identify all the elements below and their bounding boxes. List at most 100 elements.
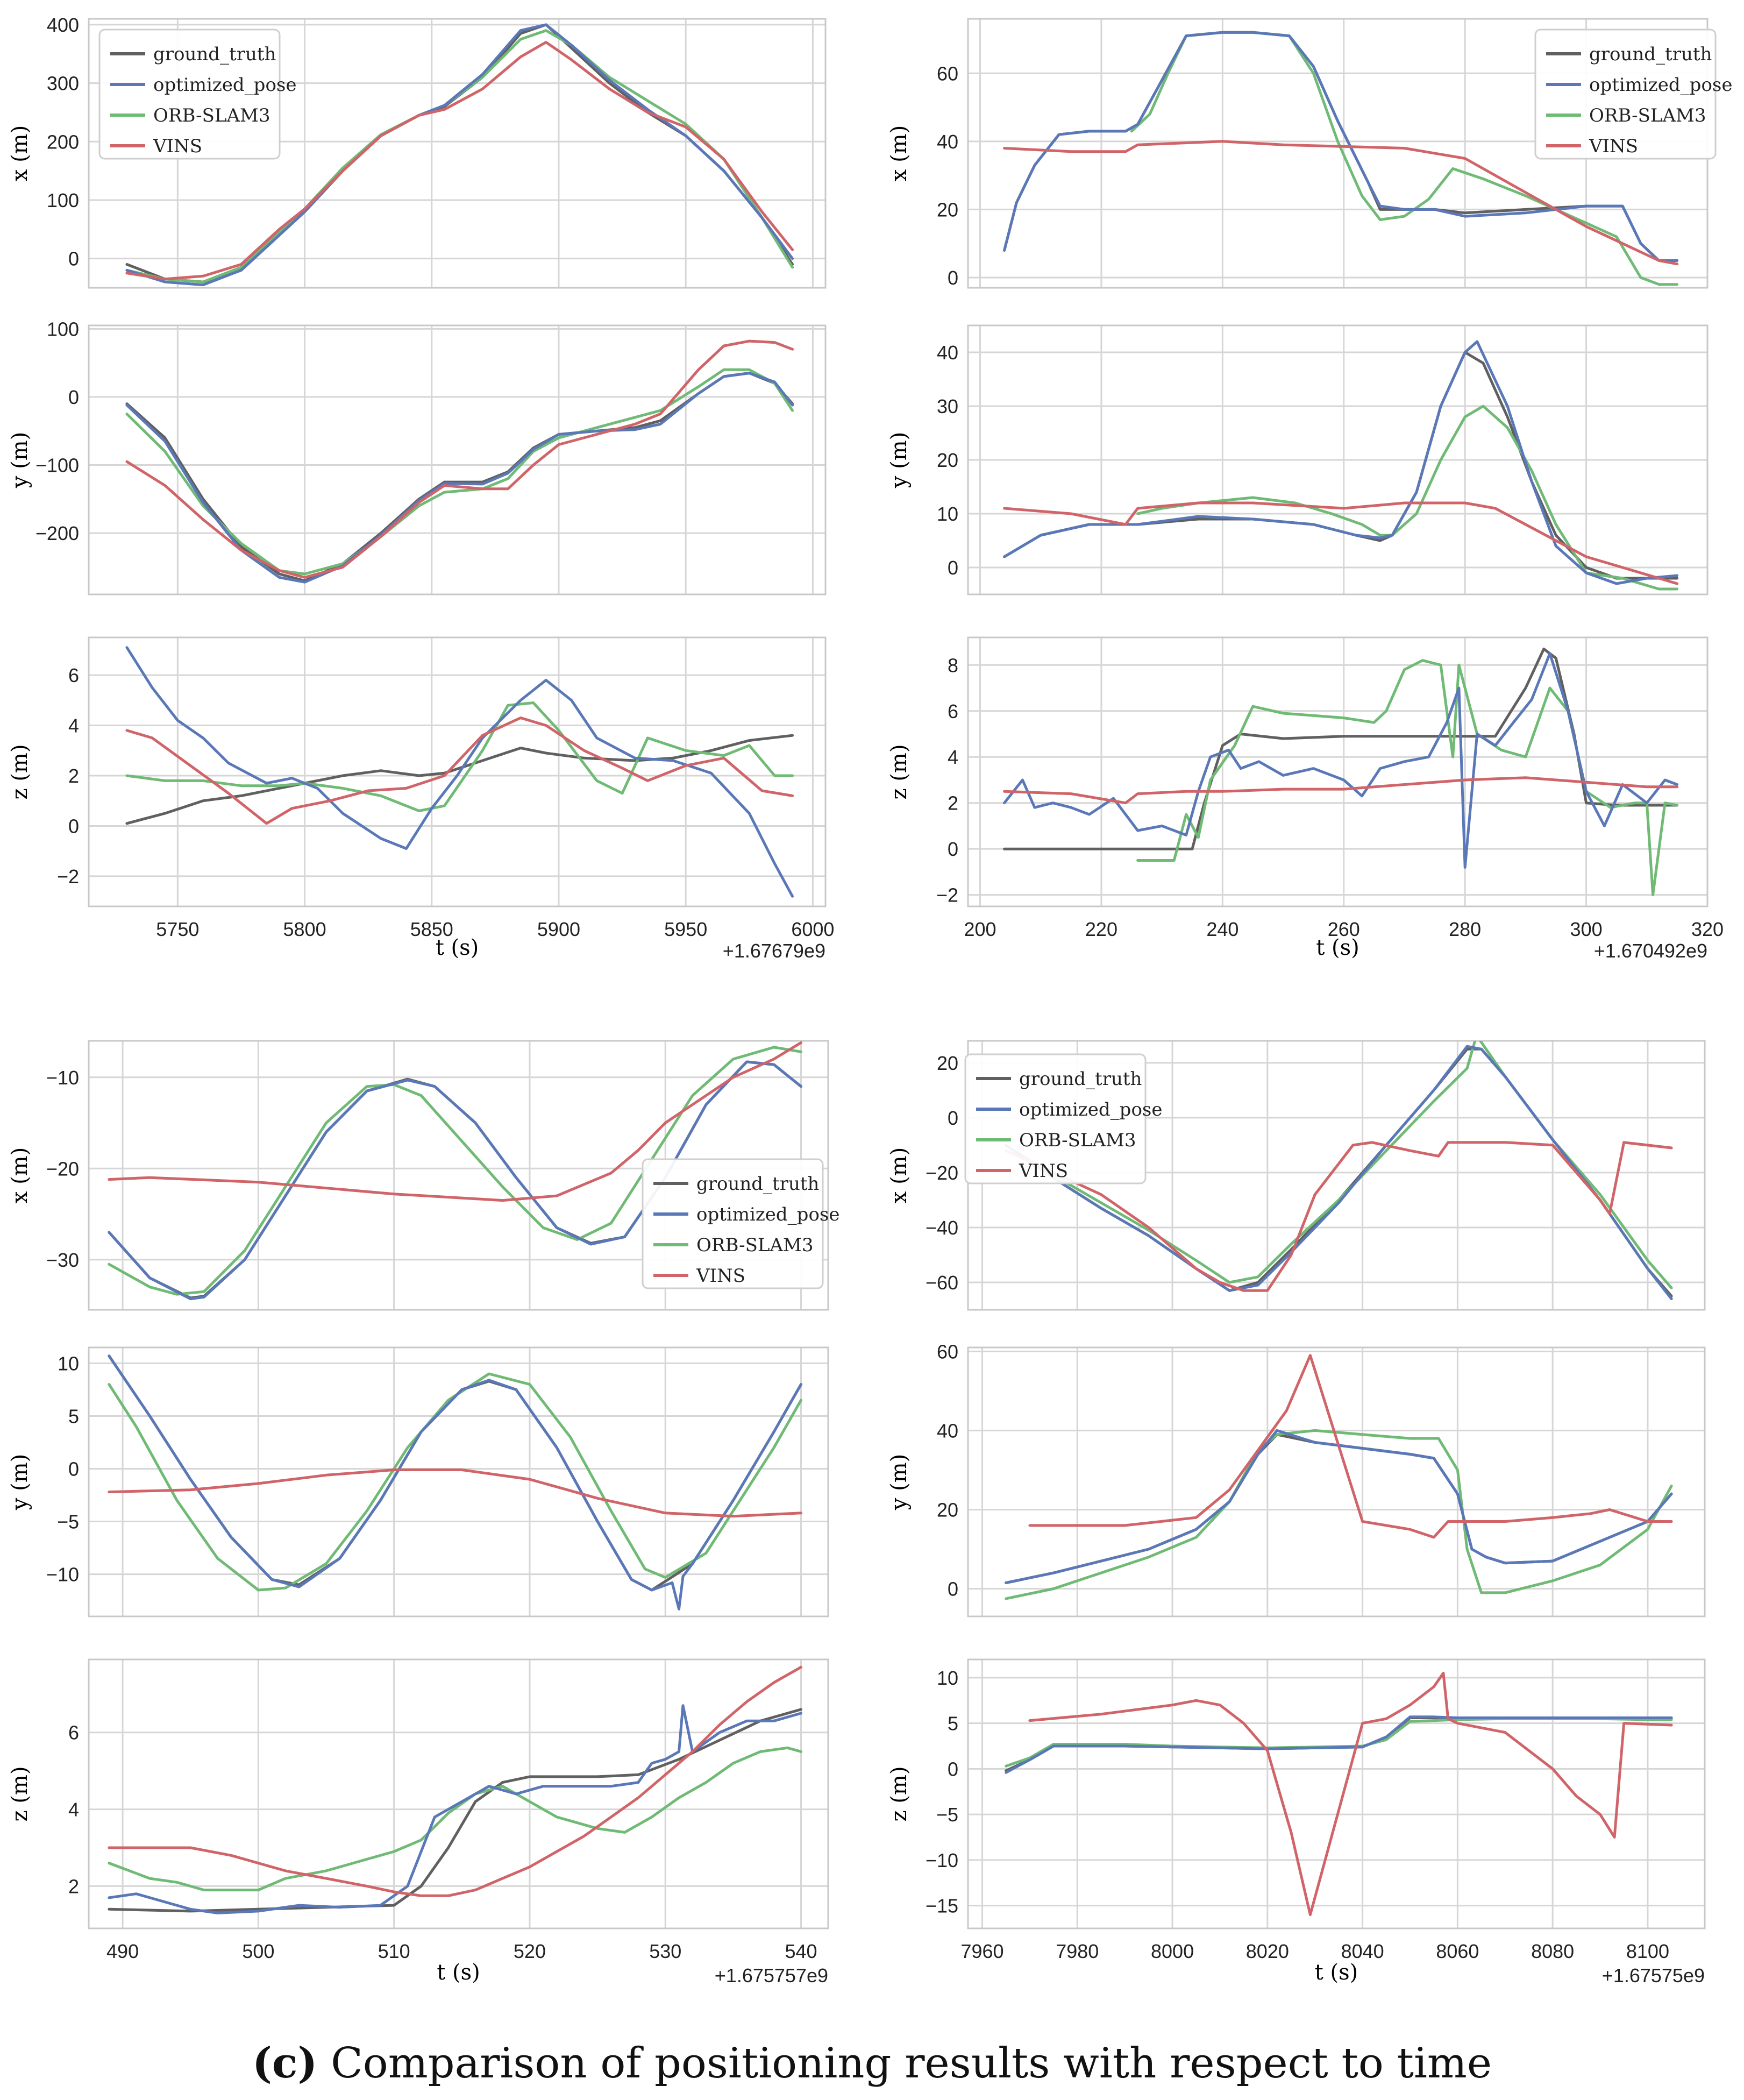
x-tick-label: 8080: [1531, 1940, 1574, 1962]
series-line-orb-slam3: [1005, 1429, 1673, 1600]
chart-A-panel-1: 0 100 200 300 400 x (m): [8, 14, 827, 289]
y-tick-label: 2: [68, 765, 79, 787]
series-group: [108, 1665, 802, 1914]
series-line-optimized_pose: [108, 1354, 802, 1611]
series-line-ground_truth: [125, 372, 794, 583]
y-tick-label: 0: [68, 248, 79, 270]
y-tick-label: 4: [68, 715, 79, 737]
series-line-ground_truth: [125, 734, 794, 825]
chart-D-panel-3: −15 −10 −5 0 5 10 z (m) 7960 7980 8000 8020 8040 806…: [887, 1658, 1706, 1987]
legend-frame: [1534, 29, 1717, 160]
y-tick-label: 0: [68, 815, 79, 837]
chart-B-panel-2: 0 10 20 30 40 y (m): [887, 324, 1709, 595]
legend-entry: ORB-SLAM3: [696, 1235, 813, 1256]
series-group: [1003, 31, 1679, 286]
y-tick-label: −100: [35, 454, 79, 476]
legend-entry: VINS: [1019, 1160, 1068, 1182]
y-tick-label: −40: [926, 1217, 958, 1239]
y-tick-label: −5: [57, 1511, 79, 1533]
series-line-optimized_pose: [125, 23, 794, 287]
y-tick-label: 400: [47, 14, 79, 36]
x-offset-label: +1.675757e9: [715, 1964, 828, 1987]
x-tick-label: 8060: [1436, 1940, 1479, 1962]
x-tick-label: 5800: [283, 918, 326, 940]
legend-frame: [642, 1158, 824, 1289]
y-tick-label: 10: [58, 1352, 79, 1374]
legend-entry: VINS: [1589, 136, 1638, 157]
y-tick-label: −2: [936, 884, 958, 906]
series-line-optimized_pose: [1003, 340, 1679, 585]
chart-C-panel-2: −10 −5 0 5 10 y (m): [8, 1346, 829, 1617]
x-tick-label: 530: [649, 1940, 681, 1962]
chart-B-panel-1: 0 20 40 60 x (m): [887, 18, 1709, 289]
chart-A-panel-2: −200 −100 0 100 y (m): [8, 318, 827, 595]
y-tick-label: 6: [68, 664, 79, 686]
y-tick-label: 0: [948, 1578, 958, 1600]
panel-frame: [967, 324, 1709, 595]
x-tick-label: 500: [242, 1940, 274, 1962]
y-tick-label: 40: [937, 131, 958, 153]
x-tick-label: 510: [378, 1940, 410, 1962]
y-tick-label: 6: [68, 1722, 79, 1744]
y-tick-label: 0: [948, 838, 958, 860]
legend-entry: ground_truth: [1019, 1068, 1142, 1090]
y-axis-label: x (m): [8, 1147, 32, 1203]
series-group: [125, 646, 794, 898]
y-tick-label: 0: [68, 386, 79, 408]
y-tick-label: 2: [68, 1875, 79, 1897]
y-tick-label: 40: [937, 1420, 958, 1442]
series-line-ground_truth: [1003, 351, 1679, 580]
series-line-optimized_pose: [125, 646, 794, 898]
x-tick-label: 8020: [1246, 1940, 1289, 1962]
y-tick-label: 10: [937, 1667, 958, 1689]
legend-entry: optimized_pose: [696, 1204, 840, 1225]
y-tick-label: −200: [35, 522, 79, 544]
series-line-orb-slam3: [1136, 659, 1679, 897]
x-tick-label: 220: [1085, 918, 1117, 940]
legend-entry: ground_truth: [1589, 44, 1712, 65]
y-tick-label: −2: [57, 865, 79, 888]
series-line-vins: [125, 339, 794, 579]
x-tick-label: 8040: [1341, 1940, 1384, 1962]
y-tick-label: 0: [948, 1758, 958, 1780]
x-axis-label: t (s): [437, 1960, 480, 1985]
y-tick-label: 100: [47, 318, 79, 340]
y-tick-label: 0: [68, 1458, 79, 1480]
series-line-vins: [1028, 1671, 1673, 1917]
series-line-orb-slam3: [108, 1746, 802, 1892]
series-line-ground_truth: [108, 1708, 802, 1913]
series-line-optimized_pose: [108, 1704, 802, 1914]
series-line-optimized_pose: [108, 1060, 802, 1301]
x-tick-label: 320: [1691, 918, 1724, 940]
x-tick-label: 7980: [1056, 1940, 1099, 1962]
panel-frame: [88, 1040, 829, 1311]
y-tick-label: 100: [47, 189, 79, 211]
x-axis-label: t (s): [436, 935, 479, 960]
series-line-vins: [1003, 140, 1679, 266]
chart-C-panel-3: 2 4 6 z (m) 490 500 510 520 530 540 t (s) +1.675757…: [8, 1658, 829, 1987]
x-tick-label: 5950: [664, 918, 707, 940]
x-tick-label: 490: [106, 1940, 139, 1962]
y-axis-label: y (m): [887, 1454, 912, 1510]
chart-B: 0 20 40 60 x (m) 0 10 20 30 40 y (m) −2 0 2 4 6 8 z (m) 20…: [887, 18, 1733, 962]
series-line-optimized_pose: [125, 372, 794, 584]
series-group: [1005, 1354, 1673, 1600]
legend-entry: ground_truth: [153, 44, 276, 65]
chart-A-panel-3: −2 0 2 4 6 z (m) 5750 5800 5850 5900 5950 6000 t (s)…: [8, 636, 834, 962]
series-line-vins: [125, 716, 794, 825]
series-line-optimized_pose: [1005, 1045, 1673, 1301]
series-line-orb-slam3: [125, 368, 794, 576]
chart-D-panel-1: −60 −40 −20 0 20 x (m): [887, 1040, 1706, 1311]
series-line-orb-slam3: [1005, 1717, 1673, 1768]
series-group: [125, 339, 794, 584]
y-tick-label: 60: [937, 62, 958, 84]
legend-frame: [964, 1053, 1147, 1184]
x-tick-label: 200: [964, 918, 996, 940]
legend: ground_truth optimized_pose ORB-SLAM3 VINS: [98, 29, 297, 160]
series-line-optimized_pose: [1003, 31, 1679, 262]
y-axis-label: x (m): [887, 1147, 912, 1203]
x-tick-label: 280: [1449, 918, 1481, 940]
series-line-vins: [125, 41, 794, 281]
panel-frame: [88, 636, 827, 907]
x-tick-label: 8000: [1151, 1940, 1194, 1962]
